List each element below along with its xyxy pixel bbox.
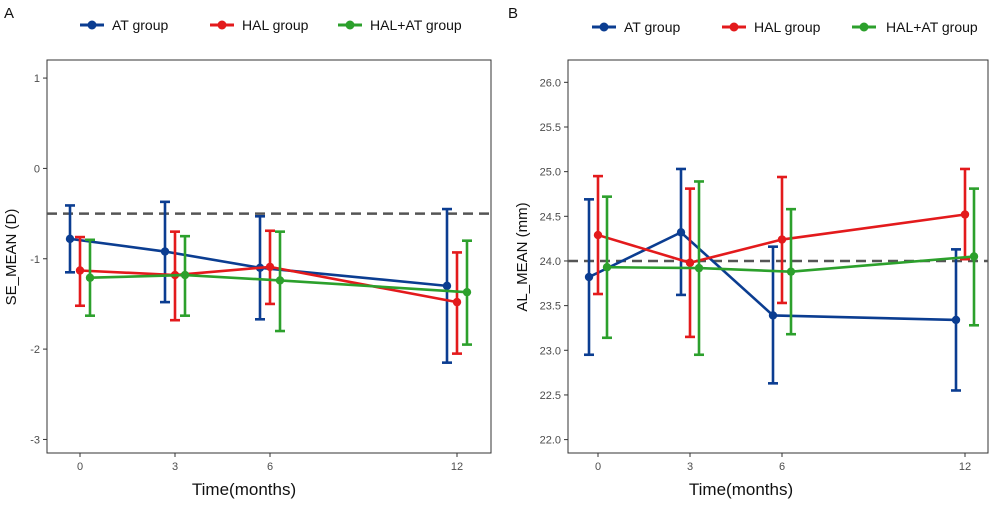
panel-a-x-tick-label: 12 [451, 461, 463, 473]
panel-b-y-tick-label: 23.5 [540, 301, 561, 313]
legend-a-marker-halat [345, 20, 355, 30]
panel-b-plot-frame [567, 59, 989, 454]
panel-b-y-ticks: 22.0 22.5 23.0 23.5 24.0 24.5 25.0 25.5 26.0 [540, 77, 568, 447]
panel-a-y-tick-label: 1 [34, 73, 40, 85]
panel-a-point-at [160, 247, 170, 256]
panel-b-point-at [676, 228, 686, 237]
panel-a-line-hal [79, 265, 458, 304]
panel-b-y-tick-label: 24.5 [540, 211, 561, 223]
panel-b-x-tick-label: 12 [959, 461, 971, 473]
panel-a-point-at [442, 281, 452, 291]
panel-b-y-axis-title: AL_MEAN (mm) [514, 202, 531, 311]
legend-b-marker-halat [859, 22, 869, 32]
panel-b-point-hal [685, 258, 695, 267]
panel-b-line-at [588, 230, 957, 322]
panel-a-y-tick-label: -3 [30, 434, 40, 446]
panel-b-point-hal [960, 210, 970, 219]
panel-b-point-halat [786, 267, 796, 276]
panel-a-x-ticks: 0 3 6 12 [77, 453, 463, 473]
legend-a-label-halat: HAL+AT group [370, 17, 462, 33]
panel-b-y-tick-label: 25.0 [540, 167, 561, 179]
panel-b-x-ticks: 0 3 6 12 [595, 453, 971, 473]
panel-a-point-halat [180, 270, 190, 280]
panel-b-y-tick-label: 24.0 [540, 256, 561, 268]
panel-a-line-at [69, 237, 448, 288]
panel-a-x-tick-label: 3 [172, 461, 178, 473]
panel-b-point-halat [694, 263, 704, 273]
legend-a-label-at: AT group [112, 17, 169, 33]
legend-a-label-hal: HAL group [242, 17, 309, 33]
panel-a-x-axis-title: Time(months) [192, 480, 296, 499]
panel-b-x-tick-label: 6 [779, 461, 785, 473]
panel-b-marks [568, 167, 988, 392]
panel-b-y-tick-label: 25.5 [540, 122, 561, 134]
panel-a-point-halat [275, 276, 285, 285]
panel-a-x-tick-label: 6 [267, 461, 273, 473]
panel-letter-b: B [508, 5, 518, 22]
panel-a: -3 -2 -1 0 1 0 3 6 12 SE_MEAN (D) Time(months) [3, 59, 492, 499]
panel-b-x-tick-label: 3 [687, 461, 693, 473]
panel-b-point-halat [602, 263, 612, 272]
legend-a-marker-hal [217, 20, 227, 30]
panel-b-line-hal [597, 213, 966, 265]
panel-a-point-halat [85, 273, 95, 282]
panel-a-point-hal [75, 266, 85, 275]
panel-a-y-tick-label: 0 [34, 163, 40, 175]
panel-b-line-halat [606, 255, 975, 273]
panel-b-y-tick-label: 23.0 [540, 345, 561, 357]
panel-a-line-halat [89, 273, 468, 294]
panel-a-point-halat [462, 287, 472, 297]
legend-b-marker-hal [729, 22, 739, 32]
panel-b-y-tick-label: 22.0 [540, 435, 561, 447]
legend-panel-a: AT group HAL group HAL+AT group [80, 17, 462, 33]
panel-letter-a: A [4, 5, 14, 22]
panel-b-point-at [951, 315, 961, 325]
legend-a-marker-at [87, 20, 97, 30]
panel-a-point-hal [452, 297, 462, 307]
legend-b-label-halat: HAL+AT group [886, 19, 978, 35]
panel-b: 22.0 22.5 23.0 23.5 24.0 24.5 25.0 25.5 26.0 0 3 6… [514, 59, 989, 499]
panel-a-marks [47, 200, 491, 364]
panel-a-point-at [65, 234, 75, 244]
panel-b-point-at [768, 311, 778, 320]
panel-a-y-tick-label: -1 [30, 254, 40, 266]
panel-b-point-at [584, 272, 594, 282]
legend-b-marker-at [599, 22, 609, 32]
panel-b-y-tick-label: 26.0 [540, 77, 561, 89]
panel-a-x-tick-label: 0 [77, 461, 83, 473]
panel-a-plot-frame [46, 59, 492, 454]
panel-b-point-halat [969, 252, 979, 261]
panel-a-y-axis-title: SE_MEAN (D) [3, 209, 20, 306]
panel-b-x-tick-label: 0 [595, 461, 601, 473]
legend-panel-b: AT group HAL group HAL+AT group [592, 19, 978, 35]
panel-b-x-axis-title: Time(months) [689, 480, 793, 499]
panel-b-point-hal [593, 230, 603, 240]
panel-a-y-ticks: -3 -2 -1 0 1 [30, 73, 47, 446]
panel-a-point-hal [265, 262, 275, 272]
panel-a-y-tick-label: -2 [30, 344, 40, 356]
panel-b-point-hal [777, 235, 787, 244]
legend-b-label-at: AT group [624, 19, 681, 35]
panel-b-y-tick-label: 22.5 [540, 390, 561, 402]
legend-b-label-hal: HAL group [754, 19, 821, 35]
